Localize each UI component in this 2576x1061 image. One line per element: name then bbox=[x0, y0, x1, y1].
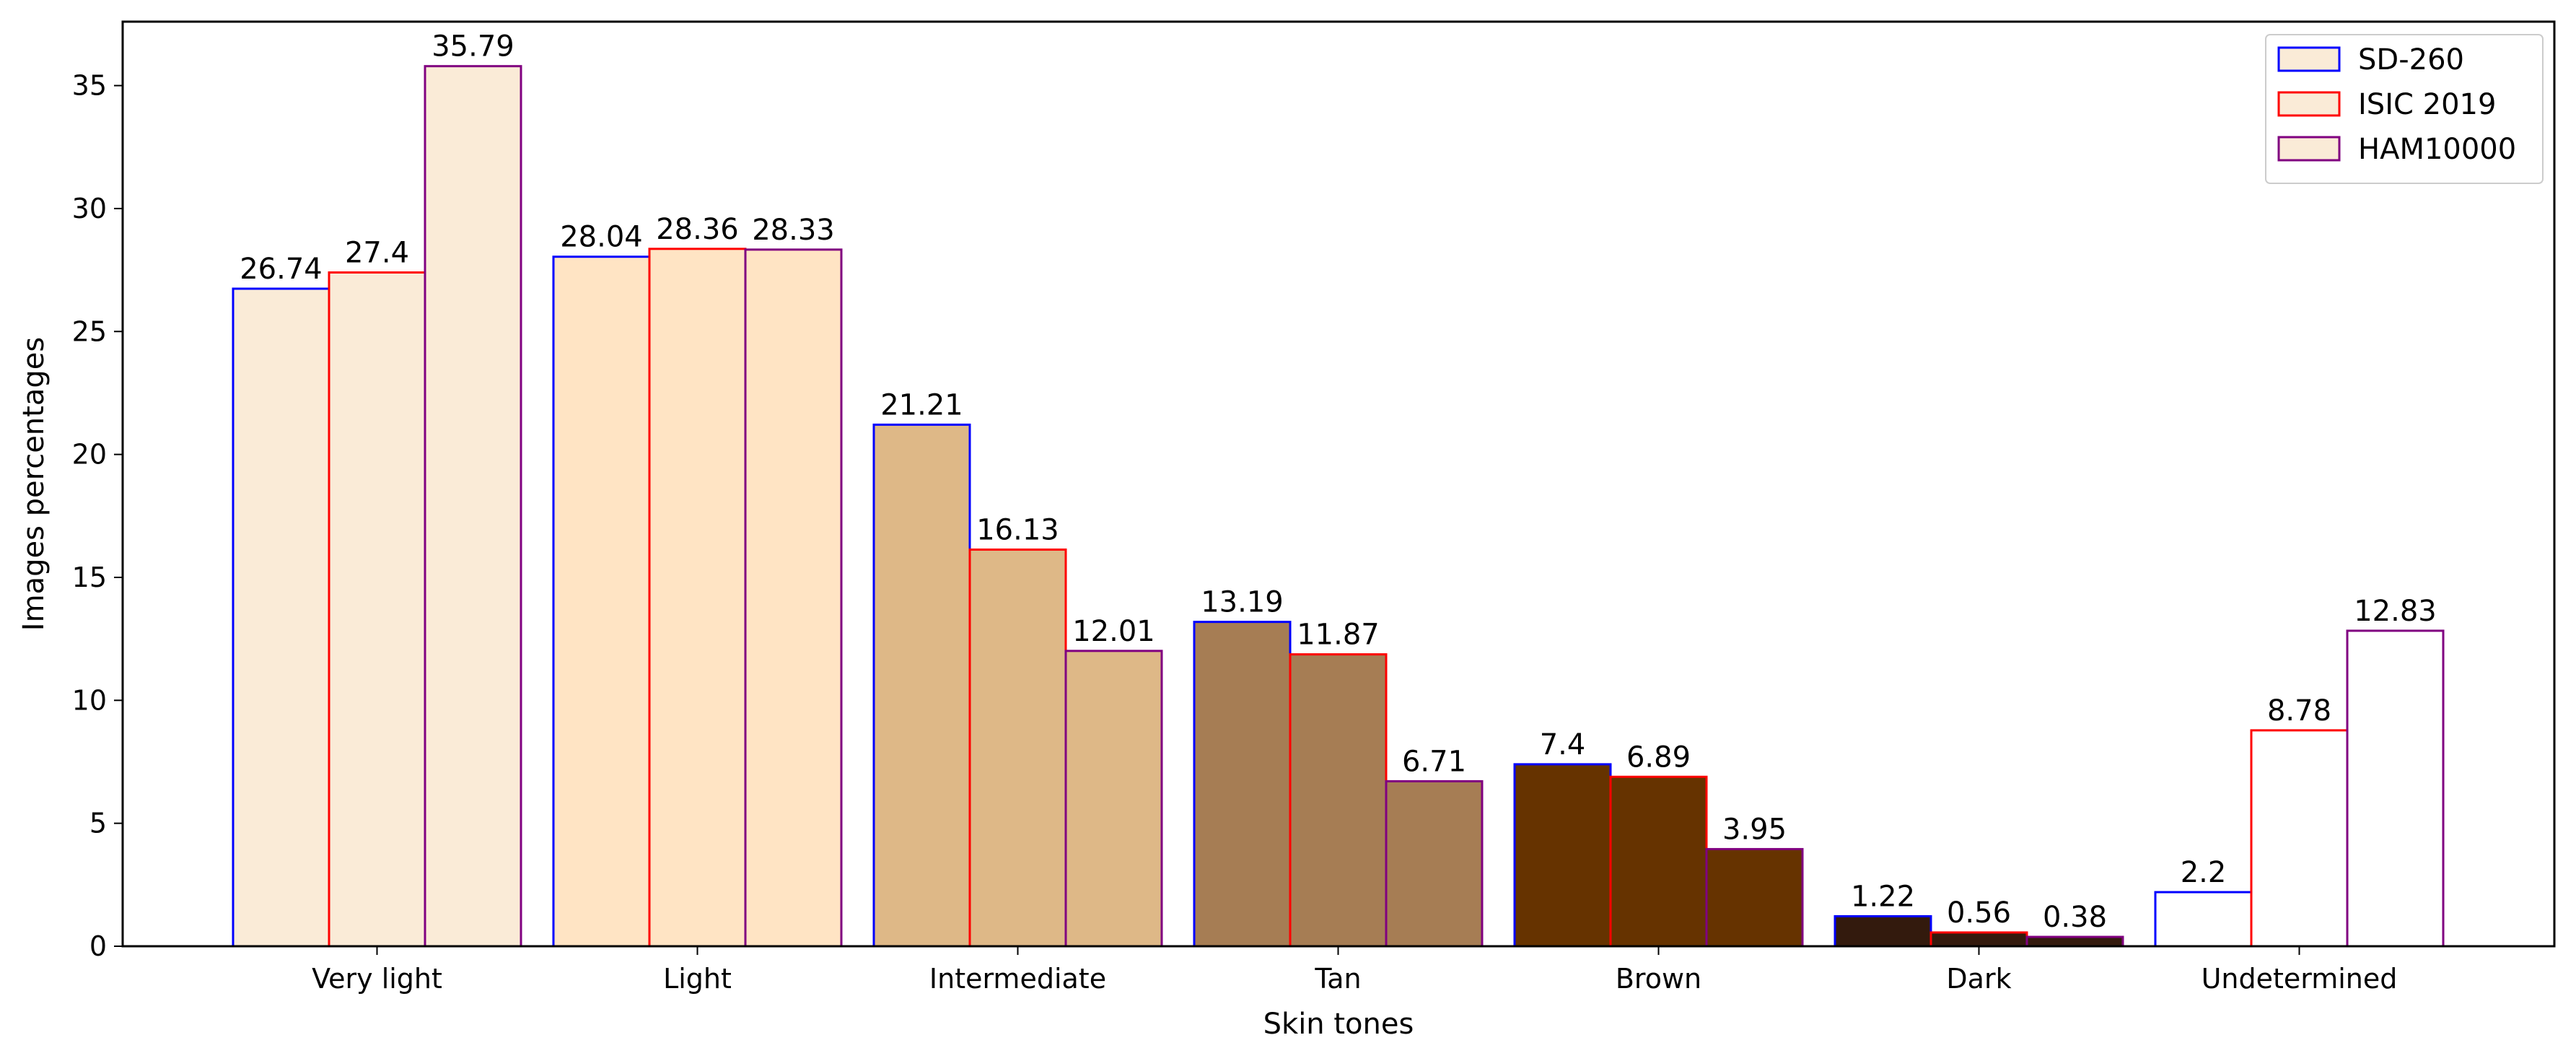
y-tick-label: 15 bbox=[72, 562, 107, 593]
bar bbox=[1705, 847, 1804, 948]
bar bbox=[232, 287, 330, 948]
bar bbox=[1385, 780, 1484, 948]
y-tick-label: 20 bbox=[72, 439, 107, 471]
y-axis-title: Images percentages bbox=[17, 337, 51, 631]
y-tick-label: 0 bbox=[89, 930, 107, 962]
y-axis: 0 5 10 15 20 25 30 35 bbox=[72, 70, 123, 962]
bars-layer bbox=[232, 65, 2445, 948]
bar-value-label: 3.95 bbox=[1722, 813, 1787, 846]
bar bbox=[1289, 653, 1388, 948]
bar-value-label: 6.89 bbox=[1626, 741, 1691, 774]
legend-swatch bbox=[2277, 91, 2341, 117]
bar bbox=[424, 65, 522, 948]
bar bbox=[1609, 775, 1708, 948]
y-tick-label: 30 bbox=[72, 193, 107, 224]
bar bbox=[2154, 891, 2253, 948]
bar bbox=[2250, 729, 2349, 948]
legend-swatch bbox=[2277, 136, 2341, 162]
x-tick-label: Very light bbox=[312, 963, 442, 995]
bar-value-label: 28.33 bbox=[752, 214, 835, 247]
legend-label: SD-260 bbox=[2358, 43, 2464, 77]
bar bbox=[968, 548, 1067, 948]
bar bbox=[744, 248, 843, 948]
legend-label: HAM10000 bbox=[2358, 133, 2516, 166]
bar bbox=[2346, 629, 2445, 948]
x-tick-label: Dark bbox=[1946, 963, 2011, 995]
bar-value-label: 16.13 bbox=[976, 513, 1059, 546]
bar-value-label: 21.21 bbox=[880, 388, 963, 422]
x-tick-label: Light bbox=[663, 963, 732, 995]
bar-value-label: 35.79 bbox=[431, 30, 514, 64]
x-axis: Very light Light Intermediate Tan Brown Dark U… bbox=[312, 946, 2397, 995]
x-tick-label: Intermediate bbox=[929, 963, 1106, 995]
y-tick-label: 25 bbox=[72, 315, 107, 347]
bar bbox=[1193, 621, 1292, 948]
bar-value-label: 8.78 bbox=[2267, 694, 2331, 728]
x-axis-title: Skin tones bbox=[1263, 1008, 1414, 1041]
y-tick-label: 5 bbox=[89, 808, 107, 839]
bar-value-label: 2.2 bbox=[2181, 856, 2227, 889]
bar bbox=[328, 271, 426, 948]
bar-value-label: 28.36 bbox=[656, 213, 739, 246]
bar bbox=[872, 423, 971, 948]
bar-value-label: 7.4 bbox=[1540, 728, 1586, 761]
legend-label: ISIC 2019 bbox=[2358, 88, 2496, 121]
x-tick-label: Brown bbox=[1616, 963, 1701, 995]
bar-value-label: 27.4 bbox=[345, 237, 409, 270]
bar-value-label: 1.22 bbox=[1851, 880, 1915, 913]
legend-swatch bbox=[2277, 46, 2341, 72]
bar bbox=[648, 248, 747, 948]
bar bbox=[552, 256, 651, 948]
bar bbox=[1834, 914, 1932, 948]
bar-value-label: 12.83 bbox=[2354, 595, 2437, 628]
y-tick-label: 10 bbox=[72, 684, 107, 716]
bar-labels-layer: 26.74 27.4 35.79 28.04 28.36 28.33 21.21 16.13 1… bbox=[240, 30, 2437, 934]
bar-value-label: 11.87 bbox=[1297, 619, 1380, 652]
bar-value-label: 26.74 bbox=[240, 253, 323, 286]
bar-value-label: 13.19 bbox=[1201, 586, 1284, 619]
x-tick-label: Undetermined bbox=[2202, 963, 2398, 995]
x-tick-label: Tan bbox=[1314, 963, 1361, 995]
bar-value-label: 0.38 bbox=[2043, 901, 2107, 934]
bar bbox=[1513, 763, 1612, 948]
bar-value-label: 0.56 bbox=[1947, 896, 2011, 930]
y-tick-label: 35 bbox=[72, 70, 107, 102]
bar-value-label: 12.01 bbox=[1072, 615, 1155, 648]
bar bbox=[1064, 650, 1163, 948]
bar bbox=[1929, 931, 2028, 948]
bar-value-label: 6.71 bbox=[1402, 745, 1466, 778]
plot-frame bbox=[121, 20, 2556, 948]
bar-value-label: 28.04 bbox=[560, 221, 643, 254]
legend: SD-260 ISIC 2019 HAM10000 bbox=[2265, 34, 2544, 184]
bar bbox=[2025, 935, 2124, 948]
